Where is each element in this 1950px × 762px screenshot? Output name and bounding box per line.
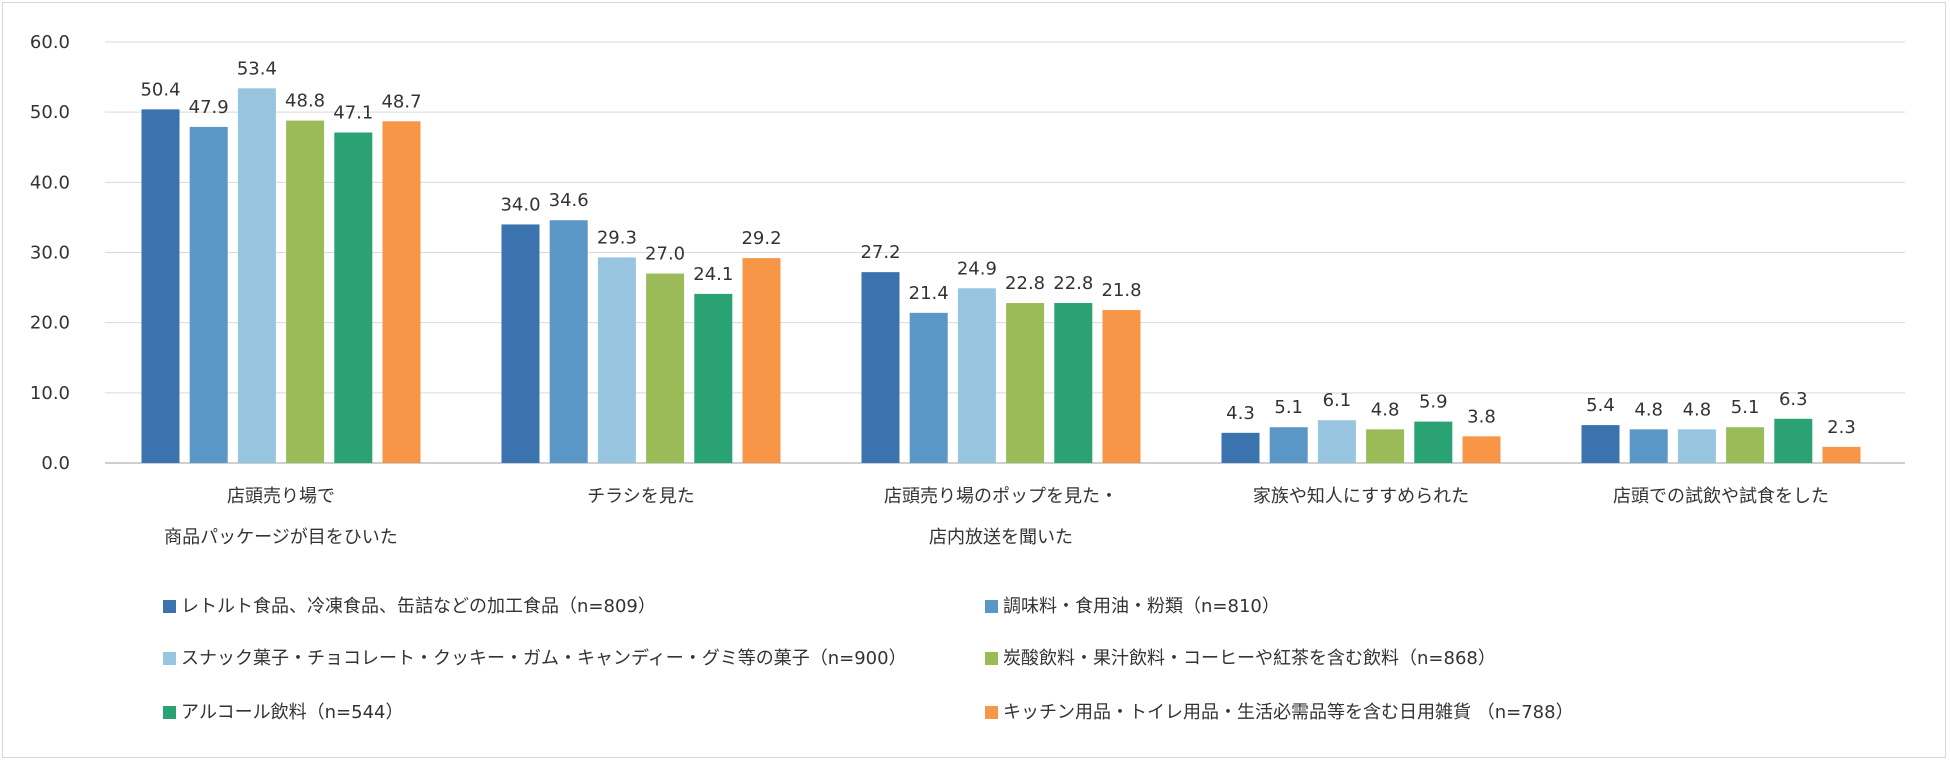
legend-swatch	[163, 706, 176, 719]
legend-entry: 炭酸飲料・果汁飲料・コーヒーや紅茶を含む飲料（n=868）	[1003, 648, 1496, 669]
bar	[957, 288, 996, 463]
y-tick-label: 60.0	[30, 32, 70, 53]
category-label: チラシを見た	[587, 486, 695, 507]
data-label: 21.4	[909, 283, 949, 304]
data-label: 6.1	[1323, 390, 1352, 411]
bar	[646, 273, 685, 463]
data-label: 4.8	[1683, 399, 1712, 420]
bar	[334, 132, 373, 463]
data-label: 5.4	[1586, 395, 1615, 416]
bar	[597, 257, 636, 463]
data-label: 4.3	[1226, 403, 1255, 424]
bar	[189, 126, 228, 463]
data-label: 27.0	[645, 244, 685, 265]
category-label: 店頭売り場のポップを見た・	[884, 486, 1118, 507]
bar	[1317, 420, 1356, 463]
bar	[237, 88, 276, 463]
y-axis: 0.0 10.0 20.0 30.0 40.0 50.0 60.0	[30, 32, 70, 474]
data-labels: 50.4 47.9 53.4 48.8 47.1 48.7 34.0 34.6 29.3 27.0…	[140, 58, 1855, 438]
category-label: 商品パッケージが目をひいた	[164, 527, 398, 548]
y-tick-label: 10.0	[30, 383, 70, 404]
category-label: 家族や知人にすすめられた	[1253, 486, 1469, 507]
bar	[1726, 427, 1765, 463]
bar	[382, 121, 421, 463]
legend: レトルト食品、冷凍食品、缶詰などの加工食品（n=809） 調味料・食用油・粉類（n…	[163, 596, 1574, 723]
category-label: 店内放送を聞いた	[929, 527, 1073, 548]
data-label: 4.8	[1371, 399, 1400, 420]
data-label: 24.9	[957, 258, 997, 279]
y-tick-label: 50.0	[30, 102, 70, 123]
data-label: 50.4	[140, 79, 180, 100]
bar	[1462, 436, 1501, 463]
legend-swatch	[163, 652, 176, 665]
legend-entry: アルコール飲料（n=544）	[181, 702, 404, 723]
category-label: 店頭での試飲や試食をした	[1613, 486, 1829, 507]
bar	[1006, 303, 1045, 463]
legend-entry: スナック菓子・チョコレート・クッキー・ガム・キャンディー・グミ等の菓子（n=90…	[181, 648, 907, 669]
data-label: 22.8	[1053, 273, 1093, 294]
bar	[1581, 425, 1620, 463]
legend-entry: 調味料・食用油・粉類（n=810）	[1003, 596, 1280, 617]
bar	[141, 109, 180, 464]
legend-entry: レトルト食品、冷凍食品、缶詰などの加工食品（n=809）	[181, 596, 656, 617]
bar	[1221, 432, 1260, 463]
data-label: 34.0	[500, 194, 540, 215]
bar	[1677, 429, 1716, 463]
data-label: 2.3	[1827, 417, 1856, 438]
category-label: 店頭売り場で	[227, 486, 335, 507]
bar	[549, 220, 588, 463]
data-label: 48.8	[285, 91, 325, 112]
data-label: 47.9	[189, 97, 229, 118]
legend-swatch	[985, 652, 998, 665]
bar	[1054, 303, 1093, 463]
data-label: 24.1	[693, 264, 733, 285]
bar	[286, 120, 325, 463]
legend-entry: キッチン用品・トイレ用品・生活必需品等を含む日用雑貨 （n=788）	[1003, 702, 1574, 723]
bar	[1102, 310, 1141, 463]
data-label: 6.3	[1779, 389, 1808, 410]
legend-swatch	[985, 706, 998, 719]
data-label: 22.8	[1005, 273, 1045, 294]
bars	[141, 88, 1861, 464]
data-label: 29.3	[597, 227, 637, 248]
data-label: 48.7	[381, 91, 421, 112]
bar	[742, 258, 781, 463]
data-label: 47.1	[333, 103, 373, 124]
y-tick-label: 30.0	[30, 243, 70, 264]
data-label: 4.8	[1634, 399, 1663, 420]
data-label: 5.1	[1731, 397, 1760, 418]
data-label: 29.2	[741, 228, 781, 249]
data-label: 34.6	[549, 190, 589, 211]
bar	[909, 312, 948, 463]
data-label: 5.9	[1419, 392, 1448, 413]
y-tick-label: 0.0	[41, 453, 70, 474]
bar	[694, 293, 733, 463]
data-label: 27.2	[860, 242, 900, 263]
legend-swatch	[163, 600, 176, 613]
y-tick-label: 20.0	[30, 313, 70, 334]
data-label: 3.8	[1467, 406, 1496, 427]
bar	[861, 272, 900, 463]
bar	[1822, 446, 1861, 463]
bar	[1774, 418, 1813, 463]
bar	[501, 224, 540, 463]
data-label: 21.8	[1101, 280, 1141, 301]
bar	[1269, 427, 1308, 463]
bar	[1629, 429, 1668, 463]
data-label: 53.4	[237, 58, 277, 79]
y-tick-label: 40.0	[30, 172, 70, 193]
bar	[1366, 429, 1405, 463]
legend-swatch	[985, 600, 998, 613]
bar	[1414, 421, 1453, 463]
data-label: 5.1	[1274, 397, 1303, 418]
